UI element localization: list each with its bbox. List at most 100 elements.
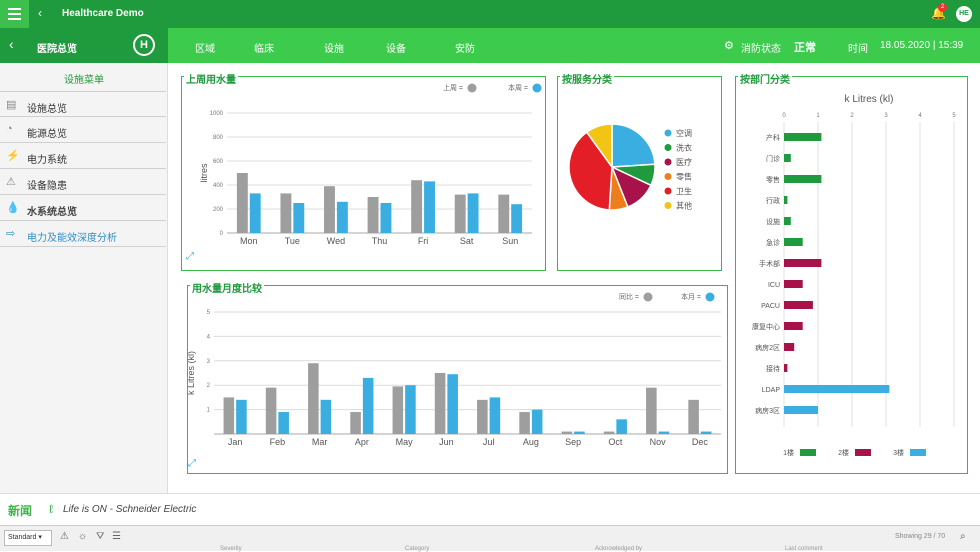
legend-dot — [664, 158, 672, 166]
bar-current — [424, 181, 435, 233]
back-arrow-icon[interactable]: ‹ — [38, 6, 42, 20]
y-tick-label: 2 — [207, 383, 211, 389]
x-tick-label: Feb — [270, 437, 286, 447]
expand-icon[interactable]: ⤢ — [186, 251, 194, 262]
bar-current — [467, 193, 479, 233]
bar-current — [380, 203, 392, 233]
legend-dot-current — [532, 83, 542, 93]
legend-label: 其他 — [676, 201, 692, 211]
bar-previous — [688, 399, 699, 434]
sidebar-item-energy-overview[interactable]: ◔ 能源总览 — [0, 117, 166, 143]
sidebar-item-water-overview[interactable]: 💧 水系统总览 — [0, 195, 166, 221]
notification-badge: 2 — [938, 3, 947, 12]
bar-current — [447, 374, 458, 434]
sidebar-item-label: 电力系统 — [27, 155, 67, 166]
weekly-usage-title: 上周用水量 — [184, 71, 238, 86]
tab-facilities[interactable]: 设施 — [324, 44, 344, 55]
pie-slice — [568, 131, 613, 211]
x-tick-label: Fri — [418, 236, 429, 246]
dept-bar — [784, 343, 795, 351]
service-category-title: 按服务分类 — [560, 71, 614, 86]
y-tick-label: 400 — [213, 183, 224, 189]
dept-bar — [784, 175, 822, 183]
tab-clinical[interactable]: 临床 — [254, 44, 274, 55]
search-icon[interactable]: ⌕ — [960, 531, 966, 542]
sidebar-item-facility-overview[interactable]: ▤ 设施总览 — [0, 91, 166, 117]
bar-previous — [519, 412, 530, 434]
sidebar-item-label: 设施总览 — [27, 104, 67, 115]
bar-previous — [434, 373, 446, 434]
category-label: 产科 — [766, 133, 780, 142]
category-label: 手术部 — [759, 259, 780, 268]
y-tick-label: 800 — [213, 135, 224, 141]
legend-label: 医疗 — [676, 157, 692, 167]
x-tick-label: Sat — [460, 236, 474, 246]
category-label: 病房2区 — [755, 343, 780, 352]
legend-label: 空调 — [676, 128, 692, 138]
bar-previous — [280, 193, 292, 233]
category-label: 行政 — [766, 196, 780, 205]
alarm-icon[interactable]: ⚠ — [60, 531, 69, 542]
tab-equipment[interactable]: 设备 — [386, 44, 406, 55]
legend-label: 同比 = — [619, 292, 639, 301]
bar-current — [658, 431, 670, 434]
x-tick-label: Aug — [523, 437, 539, 447]
chevron-left-icon[interactable]: ‹ — [9, 36, 14, 52]
monthly-comparison-chart: 1 2 3 4 5 k Litres (kl) Jan Feb Mar Apr May Jun Jul A… — [186, 292, 721, 447]
list-settings-icon[interactable]: ☰ — [112, 531, 121, 542]
y-tick-label: 600 — [213, 159, 224, 165]
x-tick-label: 4 — [918, 113, 922, 119]
sidebar-item-power-system[interactable]: ⚡ 电力系统 — [0, 143, 166, 169]
expand-icon[interactable]: ⤢ — [188, 458, 196, 469]
bar-current — [278, 412, 289, 434]
monthly-comparison-panel: 用水量月度比较 1 2 3 4 5 k Litres (kl) Jan Feb Mar Apr Ma… — [186, 280, 728, 474]
main-nav: ‹ 医院总览 H 区域 临床 设施 设备 安防 ⚙ 消防状态 正常 时间 18.… — [0, 28, 980, 63]
dept-bar — [784, 259, 822, 267]
filter-select-value: Standard — [8, 534, 37, 541]
legend-label: 上周 = — [443, 83, 463, 92]
legend-label: 1楼 — [783, 448, 794, 457]
hamburger-menu-button[interactable] — [0, 0, 29, 28]
category-label: ICU — [768, 282, 780, 289]
avatar[interactable]: HE — [956, 6, 972, 22]
bar-previous — [236, 173, 248, 233]
legend-label: 本周 = — [508, 83, 528, 92]
bar-current — [362, 377, 374, 434]
bar-current — [511, 204, 523, 233]
legend-swatch — [855, 449, 871, 456]
sidebar-item-power-analysis[interactable]: ⇨ 电力及能效深度分析 — [0, 221, 166, 247]
dept-bar — [784, 364, 788, 372]
x-tick-label: Apr — [355, 437, 369, 447]
acknowledge-icon[interactable]: ☼ — [78, 531, 88, 542]
weekly-usage-chart: 0 200 400 600 800 1000 litres Mon Tue Wed Thu Fri Sa… — [199, 83, 542, 246]
filter-select[interactable]: Standard ▾ — [4, 530, 52, 546]
sidebar-item-label: 能源总览 — [27, 129, 67, 140]
x-tick-label: Oct — [608, 437, 623, 447]
legend-dot-previous — [467, 83, 477, 93]
legend-dot-previous — [643, 292, 653, 302]
tab-area[interactable]: 区域 — [195, 44, 215, 55]
bar-previous — [308, 363, 319, 434]
alarm-toolbar: Standard ▾ ⚠ ☼ ⛛ ☰ Showing 29 / 70 ⌕ Sev… — [0, 525, 980, 552]
showing-count: Showing 29 / 70 — [895, 533, 946, 540]
bar-current — [405, 385, 416, 434]
category-label: 急诊 — [766, 238, 780, 247]
bar-current — [531, 409, 543, 434]
legend-dot-current — [705, 292, 715, 302]
bar-previous — [498, 194, 510, 233]
sidebar-item-equipment-risk[interactable]: ⚠ 设备隐患 — [0, 169, 166, 195]
category-label: 零售 — [766, 175, 780, 184]
legend-label: 本月 = — [681, 292, 701, 301]
news-ticker: 新闻 ℓ Life is ON - Schneider Electric — [0, 493, 980, 525]
x-tick-label: 1 — [816, 113, 820, 119]
legend-label: 卫生 — [676, 186, 692, 196]
category-label: 门诊 — [766, 154, 780, 163]
legend-label: 2楼 — [838, 448, 849, 457]
department-title: 按部门分类 — [738, 71, 792, 86]
section-title: 医院总览 — [37, 44, 77, 55]
filter-icon[interactable]: ⛛ — [96, 531, 105, 542]
tab-security[interactable]: 安防 — [455, 44, 475, 55]
column-header: Acknowledged by — [595, 546, 643, 552]
y-tick-label: 0 — [220, 231, 224, 237]
x-tick-label: Tue — [285, 236, 300, 246]
